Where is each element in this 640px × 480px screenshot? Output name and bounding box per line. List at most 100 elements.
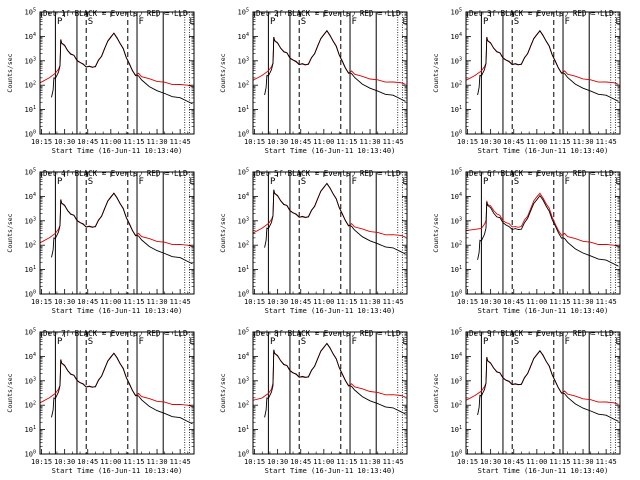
y-tick-exponent: 2 [246, 241, 249, 247]
x-tick-label: 10:45 [290, 458, 311, 466]
y-tick-exponent: 5 [459, 168, 462, 174]
y-tick-label: 105 [451, 8, 462, 17]
x-tick-label: 10:45 [290, 298, 311, 306]
panel-title: Det 5f BLACK = Events, RED = LLD [256, 169, 401, 178]
y-tick-exponent: 4 [459, 192, 462, 198]
series-lld-line [466, 192, 619, 248]
x-tick-label: 10:30 [267, 458, 288, 466]
y-tick-label: 104 [451, 352, 462, 361]
interval-letter: S [301, 177, 306, 187]
interval-letter: S [301, 337, 306, 347]
x-axis-label: Start Time (16-Jun-11 10:13:40) [52, 467, 183, 475]
y-tick-label: 102 [451, 401, 462, 410]
y-tick-label: 104 [25, 192, 36, 201]
y-tick-exponent: 2 [33, 241, 36, 247]
series-events-line [51, 352, 193, 425]
y-axis-label: Counts/sec [219, 373, 227, 412]
y-tick-exponent: 5 [33, 328, 36, 334]
series-group [40, 192, 193, 265]
y-axis-label: Counts/sec [6, 373, 14, 412]
x-tick-label: 11:15 [336, 458, 357, 466]
y-tick-label: 105 [25, 8, 36, 17]
y-tick-exponent: 4 [33, 352, 36, 358]
y-tick-label: 103 [238, 56, 249, 65]
x-tick-label: 10:45 [503, 138, 524, 146]
x-tick-label: 11:00 [526, 298, 547, 306]
y-tick-exponent: 5 [246, 328, 249, 334]
x-tick-label: 10:45 [503, 458, 524, 466]
interval-letter: S [514, 337, 519, 347]
y-tick-exponent: 0 [459, 130, 462, 136]
x-tick-label: 11:30 [360, 458, 381, 466]
series-group [253, 342, 406, 418]
interval-letter: F [139, 17, 144, 27]
interval-letter: F [565, 177, 570, 187]
y-tick-exponent: 2 [459, 401, 462, 407]
y-tick-label: 101 [238, 265, 249, 274]
interval-letter: S [88, 337, 93, 347]
y-tick-exponent: 2 [33, 401, 36, 407]
x-tick-label: 10:45 [503, 298, 524, 306]
y-tick-exponent: 2 [246, 81, 249, 87]
y-tick-exponent: 0 [246, 450, 249, 456]
y-axis-label: Counts/sec [6, 53, 14, 92]
series-group [40, 352, 193, 425]
y-tick-label: 101 [451, 265, 462, 274]
x-tick-label: 11:30 [360, 138, 381, 146]
y-tick-label: 103 [238, 216, 249, 225]
y-tick-label: 101 [238, 105, 249, 114]
y-tick-exponent: 1 [33, 425, 36, 431]
y-tick-exponent: 0 [246, 130, 249, 136]
series-group [466, 350, 619, 422]
interval-letter: P [270, 337, 276, 347]
x-tick-label: 10:45 [77, 298, 98, 306]
y-tick-label: 100 [451, 130, 462, 139]
y-tick-label: 102 [25, 401, 36, 410]
x-tick-label: 11:15 [549, 138, 570, 146]
interval-letter: F [565, 337, 570, 347]
x-tick-label: 10:30 [480, 138, 501, 146]
x-tick-label: 10:15 [244, 458, 265, 466]
series-group [40, 32, 193, 105]
y-tick-label: 103 [238, 376, 249, 385]
y-axis-label: Counts/sec [432, 53, 440, 92]
x-tick-label: 11:45 [596, 298, 617, 306]
x-tick-label: 11:00 [100, 458, 121, 466]
y-tick-exponent: 5 [246, 8, 249, 14]
x-tick-label: 11:00 [100, 298, 121, 306]
series-events-line [264, 182, 406, 255]
panel-title: Det 9f BLACK = Events, RED = LLD [469, 329, 614, 338]
interval-letter: S [514, 17, 519, 27]
y-tick-exponent: 0 [459, 450, 462, 456]
y-tick-label: 103 [451, 216, 462, 225]
x-tick-label: 11:30 [147, 138, 168, 146]
y-tick-label: 104 [238, 352, 249, 361]
series-group [466, 192, 619, 267]
x-tick-label: 11:00 [313, 298, 334, 306]
y-tick-exponent: 3 [246, 56, 249, 62]
x-tick-label: 10:15 [31, 458, 52, 466]
y-axis-label: Counts/sec [6, 213, 14, 252]
x-tick-label: 11:15 [123, 298, 144, 306]
x-tick-label: 10:45 [290, 138, 311, 146]
y-tick-label: 100 [451, 450, 462, 459]
y-tick-label: 101 [25, 105, 36, 114]
series-group [253, 29, 406, 102]
y-tick-exponent: 4 [33, 192, 36, 198]
x-tick-label: 10:30 [54, 458, 75, 466]
plot-frame [465, 331, 621, 455]
plot-frame [39, 11, 195, 135]
x-tick-label: 11:45 [383, 138, 404, 146]
y-tick-label: 103 [25, 56, 36, 65]
y-tick-exponent: 5 [33, 8, 36, 14]
x-tick-label: 10:30 [480, 458, 501, 466]
x-tick-label: 11:00 [526, 138, 547, 146]
y-tick-label: 105 [238, 168, 249, 177]
panel-title: Det 3f BLACK = Events, RED = LLD [469, 9, 614, 18]
interval-letter: F [352, 17, 357, 27]
interval-letter: P [483, 177, 489, 187]
y-tick-exponent: 5 [459, 328, 462, 334]
